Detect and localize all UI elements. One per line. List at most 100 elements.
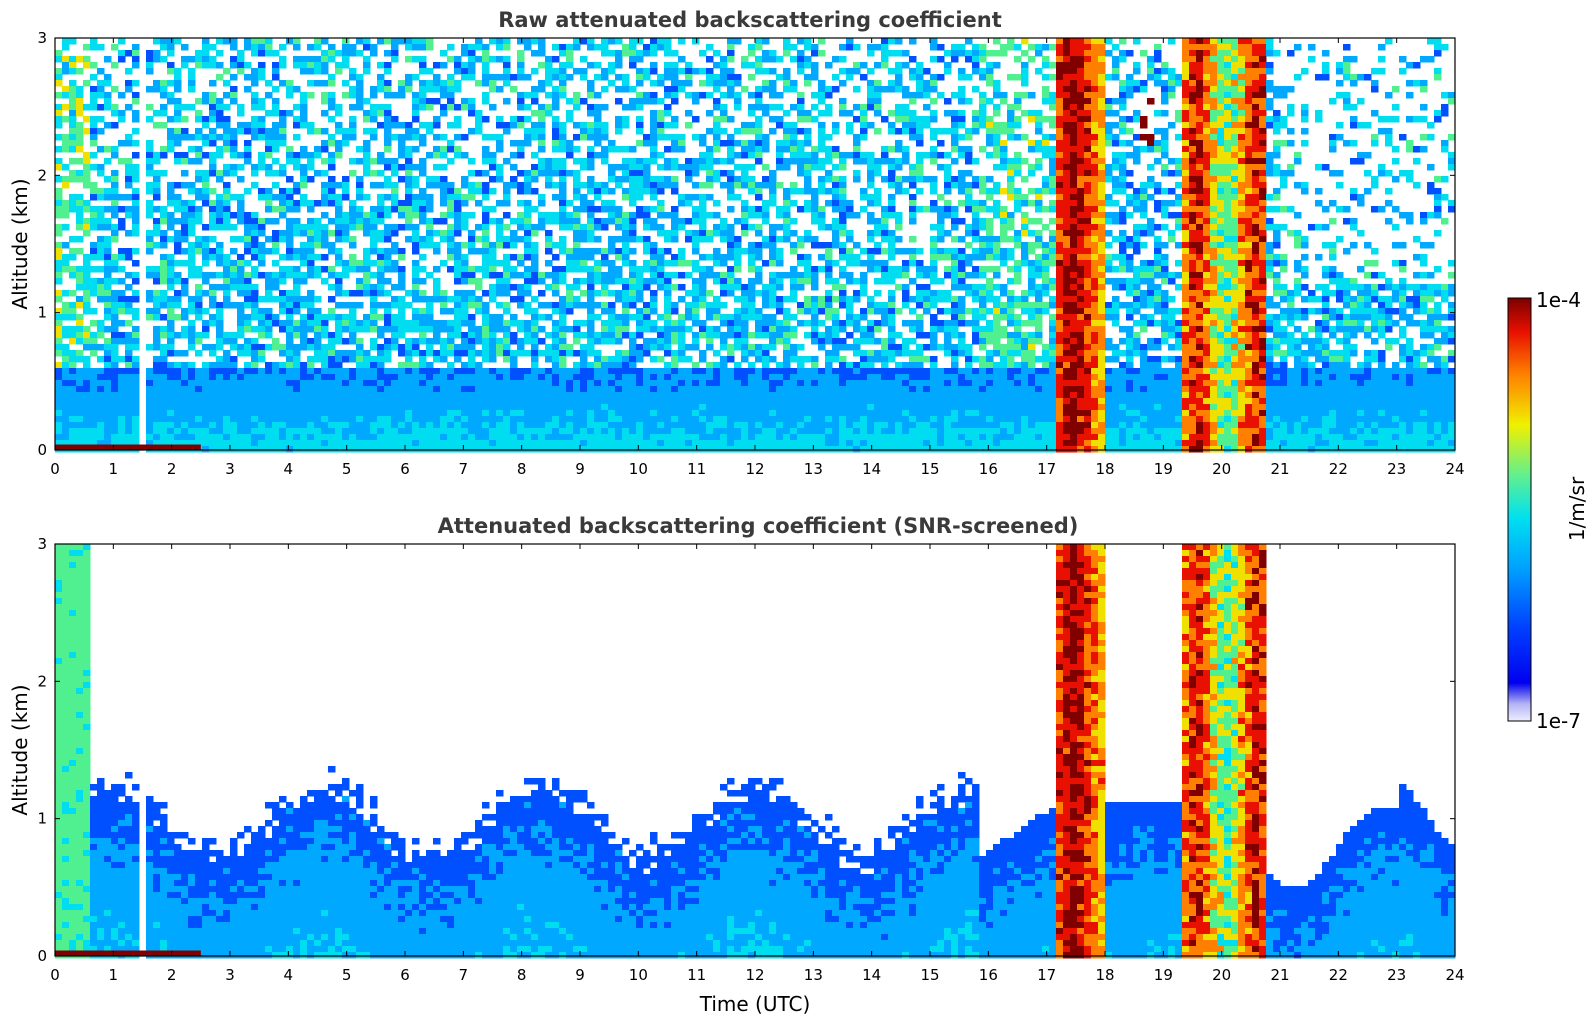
heatmap-cell: [440, 50, 448, 57]
heatmap-cell: [251, 392, 259, 399]
heatmap-cell: [412, 344, 420, 351]
heatmap-cell: [790, 344, 798, 351]
heatmap-cell: [146, 374, 154, 381]
heatmap-cell: [69, 362, 77, 369]
heatmap-cell: [489, 296, 497, 303]
heatmap-cell: [258, 74, 266, 81]
heatmap-cell: [342, 38, 350, 45]
heatmap-cell: [447, 386, 455, 393]
heatmap-cell: [398, 248, 406, 255]
heatmap-cell: [244, 368, 252, 375]
heatmap-cell: [608, 374, 616, 381]
heatmap-cell: [762, 302, 770, 309]
heatmap-cell: [433, 422, 441, 429]
heatmap-cell: [349, 404, 357, 411]
heatmap-cell: [741, 332, 749, 339]
heatmap-cell: [244, 248, 252, 255]
heatmap-cell: [713, 248, 721, 255]
heatmap-cell: [643, 164, 651, 171]
heatmap-cell: [146, 242, 154, 249]
heatmap-cell: [545, 392, 553, 399]
heatmap-cell: [279, 374, 287, 381]
heatmap-cell: [251, 272, 259, 279]
heatmap-cell: [433, 290, 441, 297]
heatmap-cell: [153, 416, 161, 423]
heatmap-cell: [419, 278, 427, 285]
heatmap-cell: [363, 380, 371, 387]
heatmap-cell: [650, 140, 658, 147]
heatmap-cell: [643, 68, 651, 75]
heatmap-cell: [349, 440, 357, 447]
heatmap-cell: [454, 290, 462, 297]
heatmap-cell: [496, 302, 504, 309]
heatmap-cell: [377, 410, 385, 417]
heatmap-cell: [447, 350, 455, 357]
heatmap-cell: [587, 110, 595, 117]
heatmap-cell: [433, 284, 441, 291]
heatmap-cell: [160, 266, 168, 273]
heatmap-cell: [531, 254, 539, 261]
heatmap-cell: [188, 158, 196, 165]
heatmap-cell: [314, 386, 322, 393]
heatmap-cell: [356, 440, 364, 447]
heatmap-cell: [321, 368, 329, 375]
heatmap-cell: [286, 338, 294, 345]
heatmap-cell: [363, 266, 371, 273]
heatmap-cell: [153, 158, 161, 165]
heatmap-cell: [384, 344, 392, 351]
heatmap-cell: [342, 434, 350, 441]
heatmap-cell: [363, 44, 371, 51]
heatmap-cell: [622, 158, 630, 165]
heatmap-cell: [209, 302, 217, 309]
heatmap-cell: [174, 38, 182, 45]
heatmap-cell: [503, 434, 511, 441]
heatmap-cell: [377, 350, 385, 357]
heatmap-cell: [83, 206, 91, 213]
heatmap-cell: [391, 56, 399, 63]
heatmap-cell: [622, 398, 630, 405]
heatmap-cell: [370, 374, 378, 381]
heatmap-cell: [706, 392, 714, 399]
heatmap-cell: [321, 80, 329, 87]
heatmap-cell: [286, 230, 294, 237]
heatmap-cell: [286, 176, 294, 183]
heatmap-cell: [167, 326, 175, 333]
heatmap-cell: [223, 260, 231, 267]
heatmap-cell: [461, 50, 469, 57]
heatmap-cell: [111, 266, 119, 273]
heatmap-cell: [160, 422, 168, 429]
heatmap-cell: [552, 434, 560, 441]
heatmap-cell: [629, 176, 637, 183]
heatmap-cell: [713, 170, 721, 177]
heatmap-cell: [286, 404, 294, 411]
heatmap-cell: [552, 272, 560, 279]
heatmap-cell: [713, 62, 721, 69]
heatmap-cell: [524, 380, 532, 387]
heatmap-cell: [741, 290, 749, 297]
heatmap-cell: [349, 86, 357, 93]
heatmap-cell: [559, 308, 567, 315]
heatmap-cell: [328, 398, 336, 405]
heatmap-cell: [209, 320, 217, 327]
heatmap-cell: [384, 194, 392, 201]
heatmap-cell: [174, 428, 182, 435]
heatmap-cell: [755, 68, 763, 75]
heatmap-cell: [356, 50, 364, 57]
heatmap-cell: [104, 218, 112, 225]
heatmap-cell: [293, 380, 301, 387]
heatmap-cell: [62, 62, 70, 69]
heatmap-cell: [629, 194, 637, 201]
heatmap-cell: [363, 278, 371, 285]
heatmap-cell: [244, 242, 252, 249]
heatmap-cell: [699, 332, 707, 339]
heatmap-cell: [286, 392, 294, 399]
heatmap-cell: [118, 38, 126, 45]
heatmap-cell: [531, 206, 539, 213]
heatmap-cell: [468, 320, 476, 327]
heatmap-cell: [160, 290, 168, 297]
heatmap-cell: [503, 122, 511, 129]
heatmap-cell: [391, 422, 399, 429]
heatmap-cell: [230, 146, 238, 153]
heatmap-cell: [531, 416, 539, 423]
heatmap-cell: [433, 368, 441, 375]
